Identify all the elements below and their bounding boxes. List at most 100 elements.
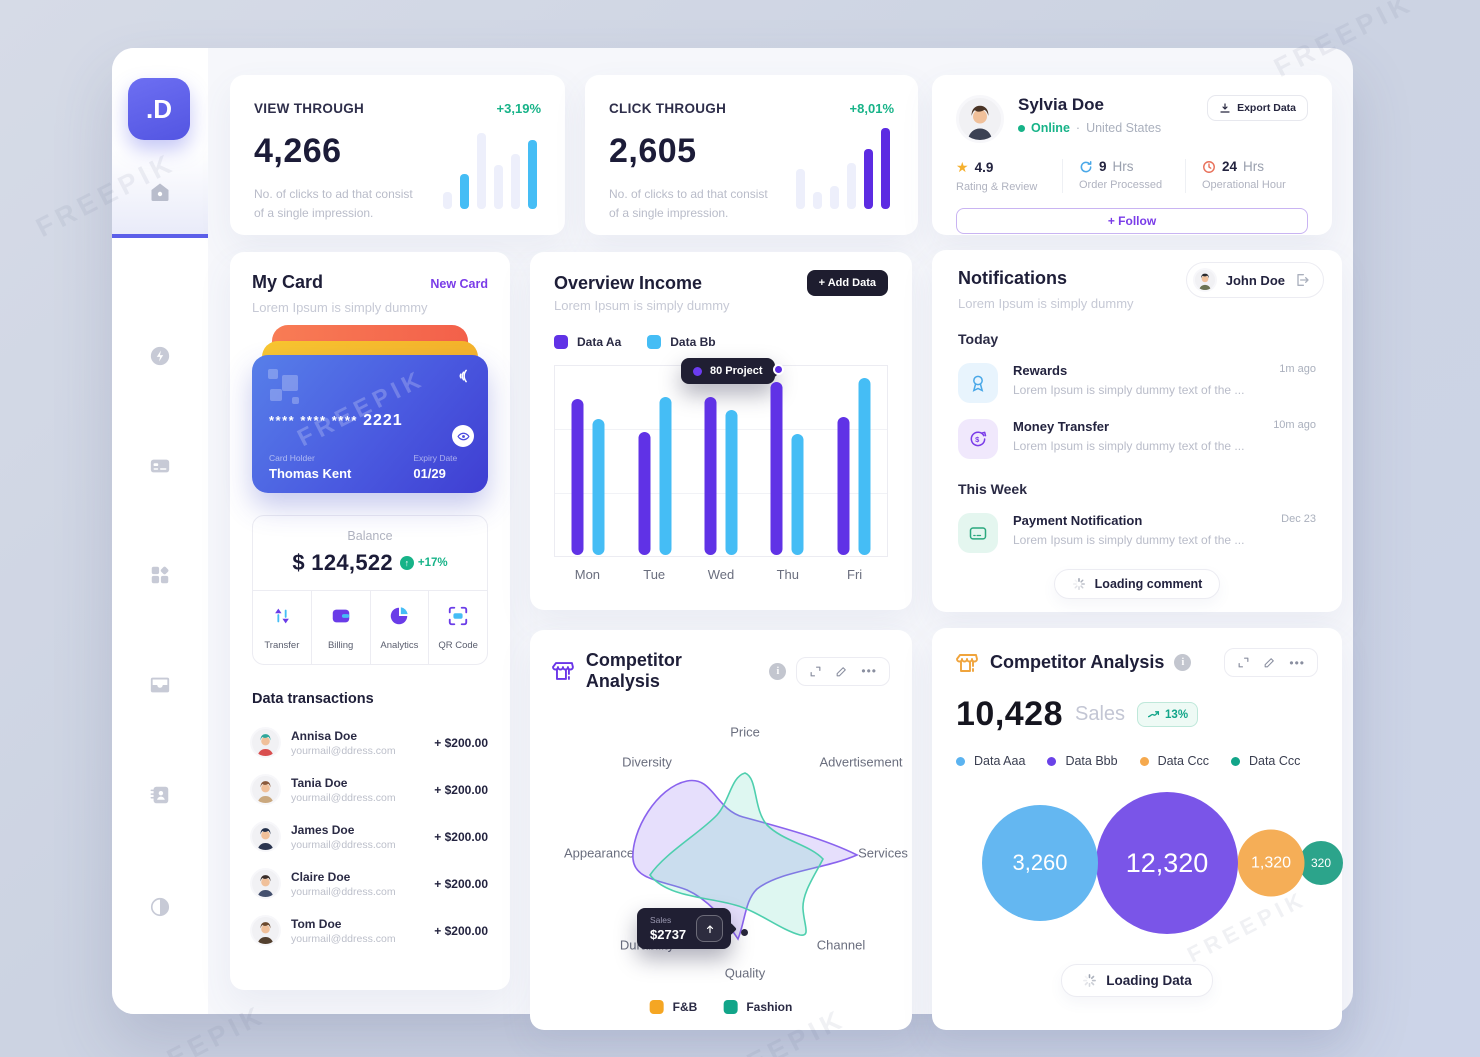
panel-title: Notifications bbox=[958, 268, 1068, 288]
transaction-row[interactable]: Tom Doe yourmail@ddress.com + $200.00 bbox=[252, 907, 488, 954]
bubble-data-aaa: 3,260 bbox=[982, 805, 1098, 921]
sidebar-item-apps[interactable] bbox=[112, 564, 208, 586]
sidebar-item-theme-toggle[interactable] bbox=[112, 896, 208, 918]
bar-data-bb bbox=[858, 377, 871, 555]
separator-dot: · bbox=[1075, 121, 1081, 135]
action-analytics[interactable]: Analytics bbox=[369, 591, 429, 664]
loading-comment-button[interactable]: Loading comment bbox=[1053, 569, 1221, 599]
new-card-link[interactable]: New Card bbox=[430, 277, 488, 291]
contactless-icon bbox=[459, 369, 467, 383]
mini-bar bbox=[460, 173, 469, 209]
mini-bar bbox=[477, 133, 486, 209]
transaction-amount: + $200.00 bbox=[434, 923, 488, 938]
info-icon[interactable]: i bbox=[1174, 654, 1192, 671]
expand-icon[interactable] bbox=[809, 665, 822, 678]
card-toolbar: ••• bbox=[796, 656, 890, 686]
radar-chart: Price Advertisement Services Channel Qua… bbox=[563, 724, 908, 1014]
more-options-icon[interactable]: ••• bbox=[861, 664, 877, 678]
section-this-week: This Week bbox=[958, 481, 1027, 497]
stat-rating: ★ 4.9 Rating & Review bbox=[956, 159, 1038, 193]
bar-data-aa bbox=[638, 431, 651, 555]
notification-money-transfer[interactable]: $ Money Transfer 10m ago Lorem Ipsum is s… bbox=[958, 419, 1316, 459]
transaction-row[interactable]: James Doe yourmail@ddress.com + $200.00 bbox=[252, 813, 488, 860]
x-tick-label: Wed bbox=[707, 567, 735, 582]
panel-subtitle: Lorem Ipsum is simply dummy bbox=[252, 300, 428, 315]
legend-data-bb: Data Bb bbox=[647, 335, 716, 349]
medal-icon bbox=[958, 363, 998, 403]
chart-tooltip: 80 Project bbox=[681, 358, 781, 384]
sidebar-item-activity[interactable] bbox=[112, 345, 208, 367]
card-toolbar: ••• bbox=[1224, 648, 1318, 677]
legend-fb: F&B bbox=[649, 1000, 697, 1014]
loading-data-button[interactable]: Loading Data bbox=[1061, 964, 1213, 997]
mini-bar bbox=[511, 153, 520, 209]
profile-location: United States bbox=[1086, 121, 1162, 135]
chart-legend: Data Aa Data Bb bbox=[554, 335, 888, 349]
transaction-amount: + $200.00 bbox=[434, 735, 488, 750]
transaction-email: yourmail@ddress.com bbox=[291, 744, 396, 757]
avatar bbox=[252, 729, 279, 756]
trend-up-icon bbox=[1148, 711, 1160, 718]
panel-subtitle: Lorem Ipsum is simply dummy bbox=[554, 298, 730, 313]
panel-title: Competitor Analysis bbox=[585, 650, 682, 691]
arrow-up-box-icon bbox=[696, 915, 724, 942]
transaction-row[interactable]: Tania Doe yourmail@ddress.com + $200.00 bbox=[252, 766, 488, 813]
tooltip-dot-icon bbox=[693, 366, 702, 376]
legend-data-bbb: Data Bbb bbox=[1047, 754, 1118, 768]
more-options-icon[interactable]: ••• bbox=[1289, 655, 1305, 670]
bubble-data-ccc: 1,320 bbox=[1237, 829, 1305, 897]
user-name: John Doe bbox=[1225, 272, 1285, 288]
x-tick-label: Tue bbox=[643, 567, 666, 582]
kpi-mini-chart bbox=[443, 125, 537, 209]
radar-blobs bbox=[632, 772, 859, 941]
legend-data-aaa: Data Aaa bbox=[956, 754, 1025, 768]
user-pill[interactable]: John Doe bbox=[1185, 262, 1324, 298]
export-data-button[interactable]: Export Data bbox=[1207, 95, 1308, 121]
transfer-icon bbox=[275, 608, 289, 624]
kpi-description: No. of clicks to ad that consist of a si… bbox=[254, 187, 413, 220]
star-icon: ★ bbox=[956, 159, 969, 175]
home-icon bbox=[151, 183, 169, 201]
card-blue[interactable]: **** **** **** 2221 Card Holder Thomas K… bbox=[252, 355, 488, 493]
bubble-data-ccc: 320 bbox=[1299, 841, 1343, 885]
x-tick-label: Mon bbox=[574, 567, 601, 582]
info-icon[interactable]: i bbox=[769, 662, 787, 680]
panel-title: Overview Income bbox=[554, 272, 703, 293]
panel-subtitle: Lorem Ipsum is simply dummy bbox=[958, 296, 1134, 311]
logout-icon[interactable] bbox=[1294, 272, 1310, 288]
up-arrow-icon: ↑ bbox=[399, 556, 414, 570]
download-icon bbox=[1220, 103, 1230, 113]
pencil-icon[interactable] bbox=[1263, 656, 1276, 669]
qr-code-icon bbox=[448, 606, 468, 626]
sidebar-item-cards[interactable] bbox=[112, 455, 208, 477]
action-billing[interactable]: Billing bbox=[310, 591, 370, 664]
expand-icon[interactable] bbox=[1237, 656, 1250, 669]
transaction-email: yourmail@ddress.com bbox=[291, 932, 396, 945]
transaction-email: yourmail@ddress.com bbox=[291, 838, 396, 851]
pencil-icon[interactable] bbox=[835, 665, 848, 678]
refresh-icon bbox=[1080, 160, 1092, 172]
half-circle-icon bbox=[150, 897, 170, 917]
notification-rewards[interactable]: Rewards 1m ago Lorem Ipsum is simply dumm… bbox=[958, 363, 1316, 403]
spinner-icon bbox=[1083, 974, 1097, 987]
transaction-email: yourmail@ddress.com bbox=[291, 885, 396, 898]
transaction-row[interactable]: Claire Doe yourmail@ddress.com + $200.00 bbox=[252, 860, 488, 907]
legend-data-aa: Data Aa bbox=[554, 335, 621, 349]
eye-icon[interactable] bbox=[452, 425, 474, 447]
action-transfer[interactable]: Transfer bbox=[253, 591, 311, 664]
transaction-name: Tom Doe bbox=[291, 916, 342, 931]
add-data-button[interactable]: + Add Data bbox=[806, 270, 888, 296]
storefront-icon bbox=[956, 653, 978, 672]
transaction-row[interactable]: Annisa Doe yourmail@ddress.com + $200.00 bbox=[252, 719, 488, 766]
bar-group-thu bbox=[770, 367, 804, 555]
sidebar-item-home[interactable] bbox=[112, 150, 208, 238]
sidebar-item-inbox[interactable] bbox=[112, 674, 208, 696]
kpi-card-view-through: VIEW THROUGH +3,19% 4,266 No. of clicks … bbox=[230, 75, 565, 235]
follow-button[interactable]: + Follow bbox=[956, 208, 1308, 234]
bar-data-bb bbox=[659, 397, 672, 555]
notification-payment[interactable]: Payment Notification Dec 23 Lorem Ipsum i… bbox=[958, 513, 1316, 553]
kpi-title: CLICK THROUGH bbox=[609, 101, 727, 116]
transaction-email: yourmail@ddress.com bbox=[291, 791, 396, 804]
action-qr-code[interactable]: QR Code bbox=[428, 591, 487, 664]
sidebar-item-contacts[interactable] bbox=[112, 784, 208, 806]
